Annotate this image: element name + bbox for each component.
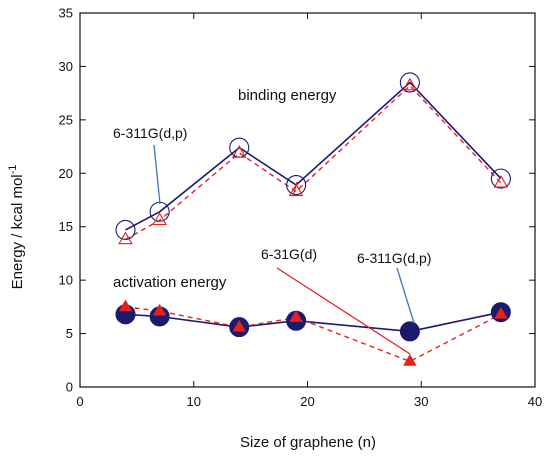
data-point-s2	[399, 321, 420, 342]
y-tick-label: 25	[59, 112, 73, 127]
data-point-s1	[231, 145, 247, 158]
data-point-s3	[494, 307, 508, 319]
data-point-s1	[493, 175, 509, 188]
data-point-s0	[490, 168, 511, 189]
data-point-s1	[288, 183, 304, 197]
binding-energy-label: binding energy	[238, 87, 337, 104]
y-tick-label: 5	[66, 326, 73, 341]
data-point-s3	[403, 354, 417, 366]
x-tick-label: 20	[300, 394, 314, 409]
y-tick-label: 15	[59, 219, 73, 234]
y-axis-label: Energy / kcal mol-1	[7, 165, 26, 290]
basis-31-label: 6-31G(d)	[261, 246, 317, 262]
y-axis-label-superscript: -1	[7, 165, 19, 175]
y-axis-label-text: Energy / kcal mol	[9, 174, 26, 289]
data-point-s3	[232, 319, 247, 332]
data-point-s3	[289, 310, 303, 322]
y-tick-label: 35	[59, 6, 73, 21]
basis-311-upper-label: 6-311G(d,p)	[113, 125, 187, 141]
marker-layer	[115, 72, 511, 366]
x-axis-label: Size of graphene (n)	[240, 434, 376, 451]
x-tick-label: 30	[414, 394, 428, 409]
series-line-1	[125, 84, 502, 241]
x-tick-label: 0	[76, 394, 83, 409]
y-tick-label: 0	[66, 380, 73, 395]
data-point-s0	[399, 72, 420, 93]
series-line-3	[125, 306, 502, 363]
x-tick-label: 10	[187, 394, 201, 409]
annotation-layer: binding energy activation energy 6-311G(…	[113, 87, 431, 355]
data-point-s1	[118, 231, 133, 245]
basis-31-upper-pointer	[292, 181, 298, 197]
basis-311-lower-pointer	[396, 267, 415, 324]
data-point-s1	[402, 77, 418, 91]
data-point-s3	[152, 303, 167, 316]
plot-frame	[79, 12, 536, 388]
basis-311-upper-pointer	[153, 144, 161, 205]
x-tick-label: 40	[528, 394, 542, 409]
data-point-s0	[286, 174, 307, 196]
data-point-s0	[115, 219, 136, 240]
y-tick-label: 30	[59, 59, 73, 74]
data-point-s1	[152, 212, 167, 226]
series-line-0	[125, 81, 502, 231]
data-point-s3	[118, 299, 133, 312]
y-tick-label: 10	[59, 273, 73, 288]
y-tick-label: 20	[59, 166, 73, 181]
basis-31-lower-pointer	[276, 267, 411, 355]
basis-311-lower-label: 6-311G(d,p)	[357, 250, 431, 266]
axes: 0 10 20 30 40 0 5 10 15 20 25 30 35	[59, 6, 543, 410]
activation-energy-label: activation energy	[113, 274, 227, 291]
